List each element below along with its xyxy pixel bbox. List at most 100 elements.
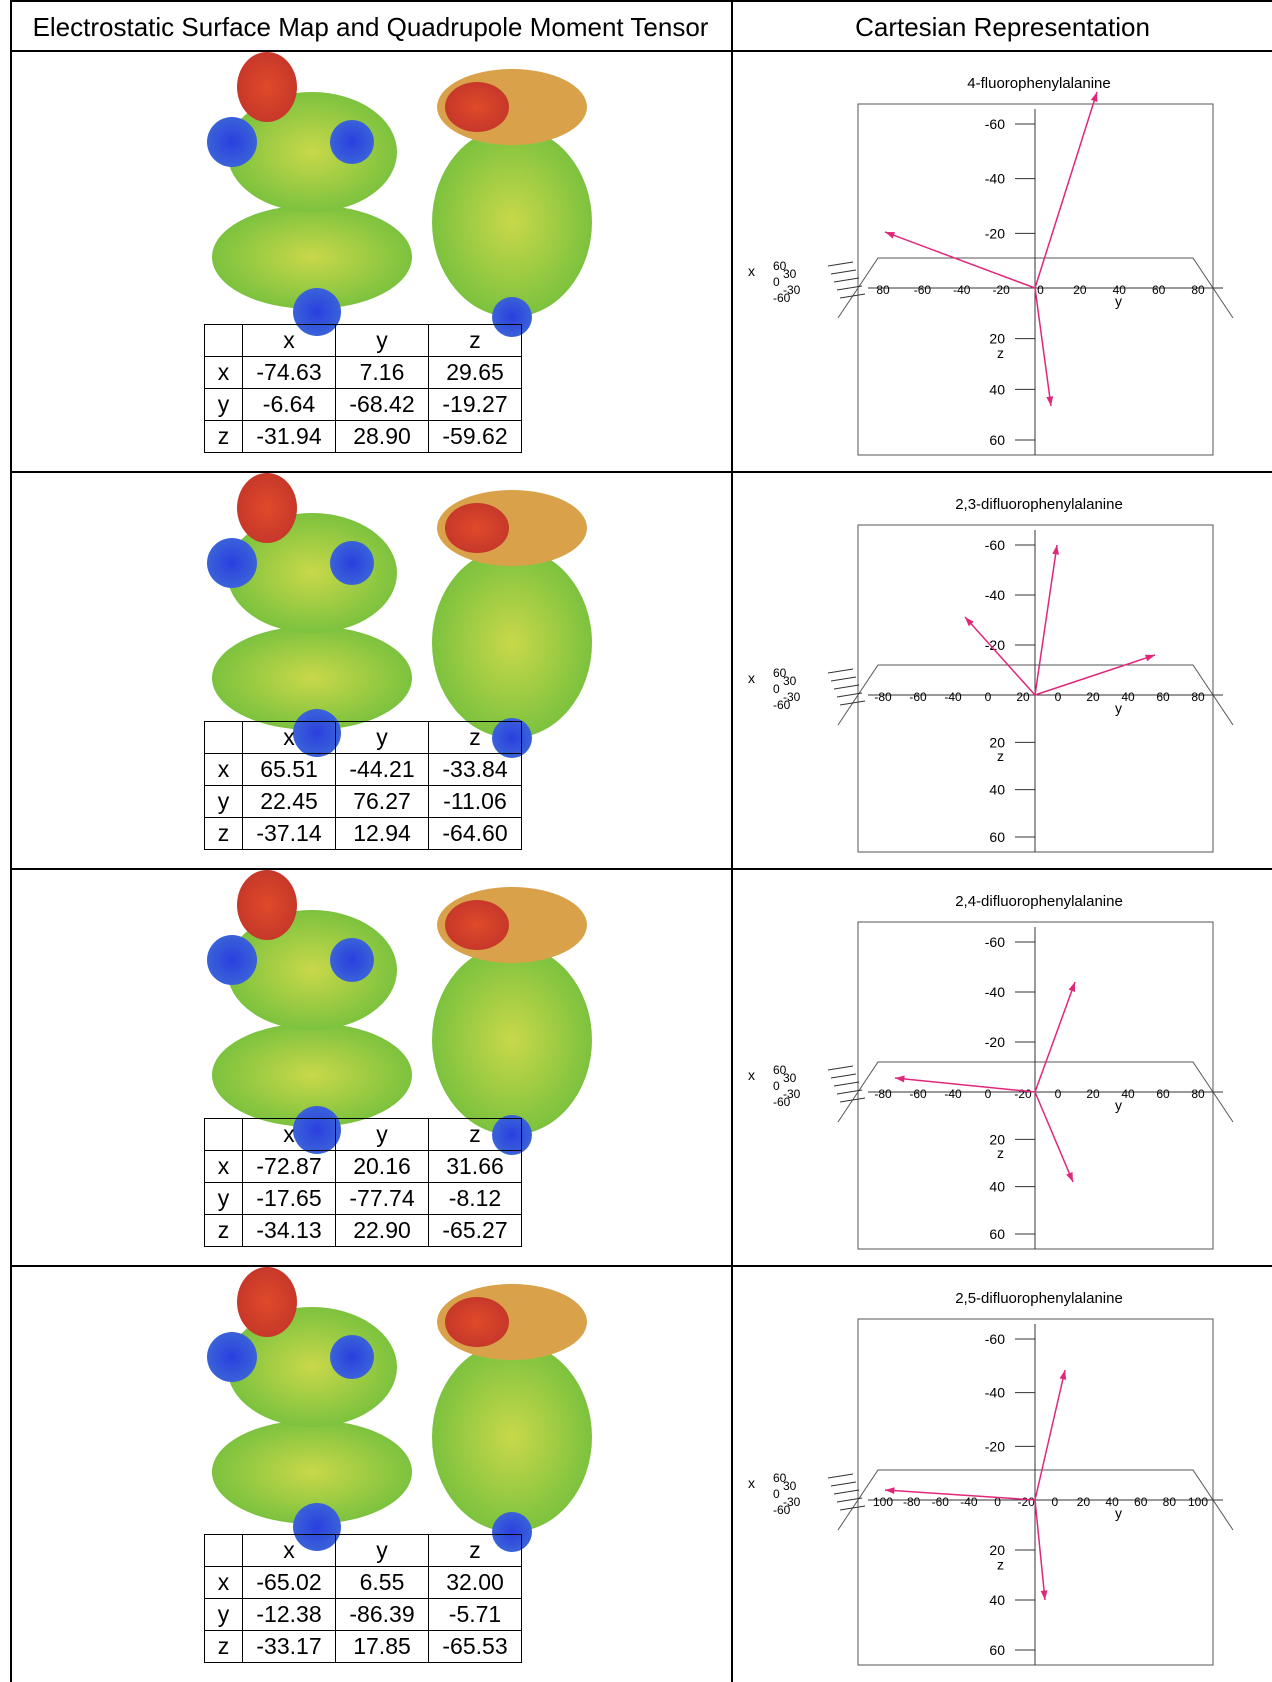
column-label: z xyxy=(429,325,522,357)
z-tick-label: 60 xyxy=(989,1226,1005,1242)
tick xyxy=(834,1082,859,1086)
y-tick-label: 0 xyxy=(1051,1495,1058,1509)
z-tick-label: 40 xyxy=(989,381,1005,397)
surface xyxy=(330,1335,374,1379)
y-tick-label: 60 xyxy=(1156,1087,1170,1101)
arrow-head xyxy=(1052,545,1059,555)
y-tick-label: 80 xyxy=(1191,283,1205,297)
table-row: x-65.026.5532.00 xyxy=(205,1567,522,1599)
y-tick-label: 0 xyxy=(985,1087,992,1101)
column-label: x xyxy=(243,1119,336,1151)
z-tick-label: -40 xyxy=(985,587,1005,603)
surface xyxy=(237,473,297,543)
tick xyxy=(828,669,853,673)
y-tick-label: 80 xyxy=(1191,690,1205,704)
z-tick-label: -20 xyxy=(985,225,1005,241)
arrow-head xyxy=(1066,1172,1073,1182)
z-axis-label: z xyxy=(997,1556,1004,1572)
tensor-value: -5.71 xyxy=(429,1599,522,1631)
x-tick-label: 30 xyxy=(783,1479,797,1493)
tensor-value: 31.66 xyxy=(429,1151,522,1183)
tensor-value: -77.74 xyxy=(336,1183,429,1215)
tensor-table: xyzx65.51-44.21-33.84y22.4576.27-11.06z-… xyxy=(204,721,522,850)
x-tick-label: 0 xyxy=(773,682,780,696)
table-row: y-12.38-86.39-5.71 xyxy=(205,1599,522,1631)
tensor-value: -64.60 xyxy=(429,818,522,850)
tick xyxy=(831,270,856,274)
table-cell xyxy=(205,1119,243,1151)
y-tick-label: 60 xyxy=(1156,690,1170,704)
x-tick-label: 30 xyxy=(783,674,797,688)
z-tick-label: 60 xyxy=(989,1642,1005,1658)
tensor-value: -8.12 xyxy=(429,1183,522,1215)
column-label: x xyxy=(243,1535,336,1567)
arrow-head xyxy=(885,232,895,238)
tensor-value: -72.87 xyxy=(243,1151,336,1183)
surface xyxy=(207,117,257,167)
y-tick-label: 0 xyxy=(985,690,992,704)
surface xyxy=(432,945,592,1135)
arrow-head xyxy=(1046,396,1053,406)
x-axis-label: x xyxy=(748,263,755,279)
surface xyxy=(330,938,374,982)
y-tick-label: -60 xyxy=(909,1087,927,1101)
cartesian-plot: 2,5-difluorophenylalanine-60-40-20204060… xyxy=(733,1267,1272,1682)
y-tick-label: -80 xyxy=(903,1495,921,1509)
z-tick-label: -20 xyxy=(985,1438,1005,1454)
surface xyxy=(237,1267,297,1337)
surface xyxy=(207,1332,257,1382)
z-tick-label: -60 xyxy=(985,537,1005,553)
tick xyxy=(840,701,865,705)
surface xyxy=(432,1342,592,1532)
tensor-value: 12.94 xyxy=(336,818,429,850)
y-axis-label: y xyxy=(1115,1505,1122,1521)
y-tick-label: -60 xyxy=(909,690,927,704)
vector-arrow xyxy=(1035,1370,1065,1500)
cartesian-plot: 2,3-difluorophenylalanine-60-40-20204060… xyxy=(733,473,1272,870)
z-axis-label: z xyxy=(997,1145,1004,1161)
surface xyxy=(445,503,509,553)
row-label: x xyxy=(205,754,243,786)
z-tick-label: 60 xyxy=(989,829,1005,845)
y-tick-label: 100 xyxy=(873,1495,893,1509)
tensor-value: -17.65 xyxy=(243,1183,336,1215)
tensor-value: -33.17 xyxy=(243,1631,336,1663)
arrow-head xyxy=(1069,982,1075,992)
surface xyxy=(445,82,509,132)
tensor-value: 7.16 xyxy=(336,357,429,389)
y-axis-label: y xyxy=(1115,293,1122,309)
row-label: x xyxy=(205,357,243,389)
y-tick-label: -20 xyxy=(1014,1087,1032,1101)
table-row: xyz xyxy=(205,325,522,357)
column-label: y xyxy=(336,1535,429,1567)
surface xyxy=(330,541,374,585)
tensor-value: -74.63 xyxy=(243,357,336,389)
surface xyxy=(445,1297,509,1347)
y-tick-label: 20 xyxy=(1073,283,1087,297)
tensor-value: 22.45 xyxy=(243,786,336,818)
y-tick-label: 100 xyxy=(1188,1495,1208,1509)
y-tick-label: 20 xyxy=(1086,690,1100,704)
vector-arrow xyxy=(1035,288,1051,406)
table-row: y-6.64-68.42-19.27 xyxy=(205,389,522,421)
tensor-value: 76.27 xyxy=(336,786,429,818)
tick xyxy=(831,1482,856,1486)
cartesian-plot: 4-fluorophenylalanine-60-40-20204060z80-… xyxy=(733,52,1272,473)
x-tick-label: -60 xyxy=(773,1503,791,1517)
row-label: y xyxy=(205,786,243,818)
tensor-value: -11.06 xyxy=(429,786,522,818)
x-tick-label: 30 xyxy=(783,1071,797,1085)
row-label: x xyxy=(205,1567,243,1599)
column-label: y xyxy=(336,722,429,754)
tick xyxy=(828,262,853,266)
tick xyxy=(840,1098,865,1102)
table-row: z-31.9428.90-59.62 xyxy=(205,421,522,453)
y-tick-label: -60 xyxy=(932,1495,950,1509)
tensor-value: -59.62 xyxy=(429,421,522,453)
surface xyxy=(432,127,592,317)
tensor-value: -65.53 xyxy=(429,1631,522,1663)
row-label: y xyxy=(205,1183,243,1215)
tick xyxy=(831,1074,856,1078)
